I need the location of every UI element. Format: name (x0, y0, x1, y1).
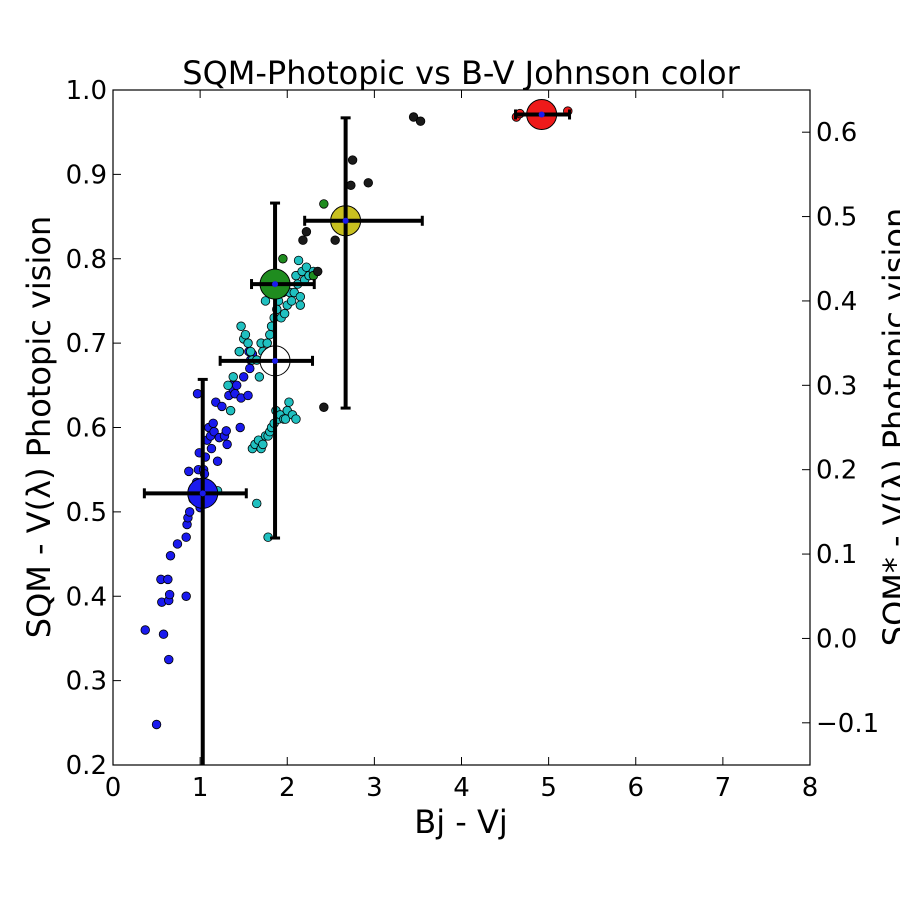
y2-tick-label: 0.2 (816, 456, 857, 486)
data-point (184, 507, 195, 517)
data-point (165, 551, 176, 561)
x-tick-label: 1 (192, 773, 209, 803)
y-tick-label: 0.4 (66, 582, 107, 612)
data-point (319, 402, 329, 412)
data-point (284, 397, 294, 407)
y-tick-label: 0.7 (66, 329, 107, 359)
y2-tick-label: 0.0 (816, 624, 857, 654)
data-point (158, 629, 169, 639)
data-point (243, 338, 253, 348)
data-point (232, 380, 242, 391)
data-point (217, 401, 227, 412)
data-point (313, 266, 323, 277)
data-point (258, 439, 268, 450)
data-point (286, 296, 297, 306)
data-point (245, 346, 256, 357)
data-point (243, 390, 253, 401)
data-point (295, 292, 306, 302)
data-point (206, 443, 217, 454)
y-tick-label: 0.3 (66, 667, 107, 697)
data-point (181, 532, 191, 542)
data-point (236, 321, 246, 331)
y2-tick-label: 0.4 (816, 287, 857, 317)
data-point (252, 498, 262, 509)
data-point (301, 262, 312, 272)
data-point (293, 255, 304, 266)
data-point (181, 591, 191, 601)
data-point (223, 380, 233, 391)
data-point (164, 654, 174, 665)
data-point (222, 439, 232, 450)
data-point (363, 178, 373, 188)
y2-tick-label: 0.6 (816, 118, 857, 148)
x-tick-label: 4 (453, 773, 470, 803)
x-tick-label: 8 (802, 773, 819, 803)
data-point (254, 372, 265, 382)
data-point (291, 414, 301, 424)
mean-center-dot (342, 217, 349, 224)
secondary-y-axis-label: SQM* - V(λ) Photopic vision (876, 208, 900, 646)
data-point (140, 625, 150, 635)
data-point (260, 296, 271, 306)
plot-frame (112, 89, 811, 766)
data-point (298, 235, 308, 245)
data-point (408, 112, 419, 122)
mean-center-dot (199, 490, 206, 497)
data-point (415, 116, 426, 126)
x-tick-label: 7 (715, 773, 732, 803)
y-axis-label: SQM - V(λ) Photopic vision (20, 216, 58, 638)
y2-tick-label: 0.1 (816, 540, 857, 570)
error-bars-layer (142, 98, 572, 765)
data-point (245, 363, 255, 374)
mean-center-dot (272, 281, 279, 288)
data-point (295, 300, 306, 310)
data-point (262, 338, 272, 348)
y-tick-label: 1.0 (66, 76, 107, 106)
data-point (265, 329, 275, 340)
data-point (347, 155, 358, 165)
y2-tick-label: 0.3 (816, 371, 857, 401)
y-tick-label: 0.6 (66, 414, 107, 444)
data-point (208, 418, 218, 428)
data-point (346, 180, 356, 191)
data-point (279, 308, 290, 319)
data-point (163, 574, 173, 585)
data-points-layer (140, 106, 573, 730)
y-tick-label: 0.2 (66, 751, 107, 781)
data-point (225, 405, 236, 416)
chart-title: SQM-Photopic vs B-V Johnson color (182, 54, 740, 92)
data-point (234, 346, 245, 357)
data-point (278, 254, 288, 264)
y2-tick-label: 0.5 (816, 203, 857, 233)
data-point (238, 372, 249, 382)
x-axis-label: Bj - Vj (414, 803, 508, 841)
y-tick-label: 0.9 (66, 160, 107, 190)
x-tick-label: 6 (627, 773, 644, 803)
tick-layer: 0 1 2 3 4 5 6 7 8 0.2 0.3 0.4 0.5 0.6 0.7 0.8 0.9 1.0 −0.1… (66, 76, 880, 803)
y2-tick-label: −0.1 (816, 709, 879, 739)
data-point (228, 372, 238, 382)
data-point (209, 427, 219, 437)
mean-center-dot (538, 111, 545, 118)
data-point (319, 199, 329, 209)
data-point (172, 539, 183, 549)
y-tick-label: 0.8 (66, 245, 107, 275)
mean-center-dot (272, 357, 279, 364)
data-point (184, 466, 194, 477)
x-tick-label: 3 (366, 773, 383, 803)
data-point (301, 227, 312, 237)
x-tick-label: 5 (540, 773, 557, 803)
data-point (240, 329, 251, 340)
data-point (151, 719, 162, 730)
x-tick-label: 2 (279, 773, 296, 803)
data-point (221, 426, 231, 436)
x-tick-label: 0 (105, 773, 122, 803)
data-point (235, 422, 245, 433)
data-point (164, 589, 175, 600)
y-tick-label: 0.5 (66, 498, 107, 528)
data-point (212, 456, 223, 466)
data-point (192, 389, 203, 399)
data-point (330, 235, 340, 245)
